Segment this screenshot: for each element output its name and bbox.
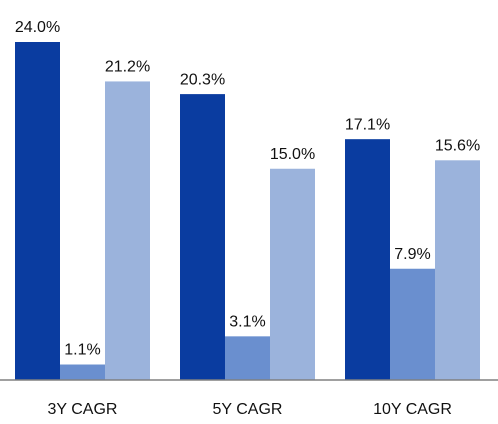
x-tick-label: 5Y CAGR xyxy=(213,401,283,418)
value-label: 24.0% xyxy=(15,19,60,36)
value-label: 15.0% xyxy=(270,146,315,163)
value-label: 21.2% xyxy=(105,59,150,76)
value-label: 1.1% xyxy=(64,342,100,359)
bar xyxy=(435,160,480,380)
value-label: 17.1% xyxy=(345,116,390,133)
bar xyxy=(390,268,435,380)
bar xyxy=(270,168,315,380)
bar xyxy=(345,139,390,380)
bar xyxy=(105,81,150,380)
value-label: 3.1% xyxy=(229,314,265,331)
bar xyxy=(15,42,60,380)
value-label: 20.3% xyxy=(180,71,225,88)
value-label: 7.9% xyxy=(394,246,430,263)
bar xyxy=(60,364,105,380)
value-label: 15.6% xyxy=(435,138,480,155)
bar xyxy=(180,94,225,380)
x-tick-label: 10Y CAGR xyxy=(373,401,452,418)
bar xyxy=(225,336,270,380)
x-tick-label: 3Y CAGR xyxy=(48,401,118,418)
